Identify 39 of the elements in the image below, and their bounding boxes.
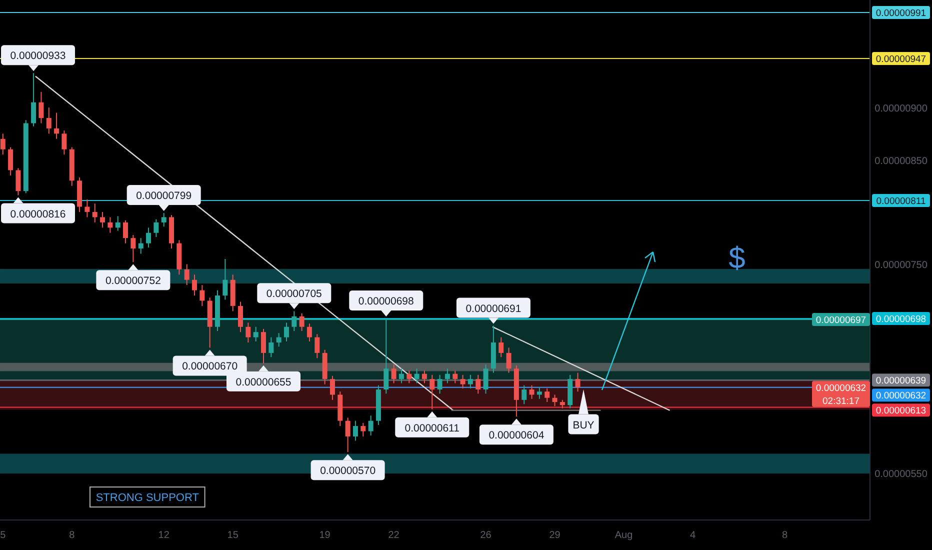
y-tick-label: 0.00000900	[874, 104, 928, 115]
band-label: STRONG SUPPORT	[96, 492, 200, 504]
x-tick-label: 19	[319, 530, 331, 541]
x-tick-label: 26	[480, 530, 492, 541]
annotation: 0.00000611	[404, 422, 460, 434]
annotation: 0.00000705	[266, 288, 322, 300]
annotation: $	[728, 242, 746, 275]
x-tick-label: 12	[158, 530, 170, 541]
annotation: BUY	[572, 419, 594, 432]
ref-line-label: 0.00000991	[876, 8, 926, 20]
annotation: 0.00000670	[182, 360, 238, 373]
ref-line-label: 0.00000947	[876, 54, 926, 65]
x-tick-label: Aug	[614, 530, 633, 541]
x-tick-label: 29	[549, 530, 561, 541]
x-tick-label: 5	[0, 530, 6, 541]
x-tick-label: 15	[227, 530, 239, 541]
annotation: 0.00000604	[488, 430, 544, 442]
annotation: 0.00000799	[136, 190, 192, 202]
annotation: 0.00000752	[105, 275, 162, 288]
x-tick-label: 8	[782, 530, 788, 541]
annotation: 0.00000698	[358, 295, 414, 308]
x-tick-label: 22	[388, 530, 400, 541]
annotation: 0.00000933	[10, 50, 66, 62]
ref-line-label: 0.00000613	[876, 406, 926, 417]
annotation: 0.00000816	[10, 208, 66, 220]
ref-line-label: 0.00000698	[876, 314, 926, 325]
x-tick-label: 8	[69, 530, 76, 541]
ref-line-label: 0.00000697	[816, 315, 866, 326]
ref-line-label: 0.00000639	[876, 376, 926, 387]
y-tick-label: 0.00000750	[874, 260, 928, 272]
ref-line-label: 0.00000811	[876, 196, 926, 207]
annotation: 0.00000655	[236, 376, 292, 388]
y-tick-label: 0.00000850	[874, 156, 928, 167]
x-tick-label: 4	[690, 530, 696, 541]
y-tick-label: 0.00000550	[874, 469, 928, 480]
ref-line-label: 0.00000632 02:31:17	[816, 382, 866, 407]
ref-line-label: 0.00000632	[876, 390, 926, 402]
annotation: 0.00000570	[320, 465, 376, 478]
annotation: 0.00000691	[466, 302, 522, 315]
